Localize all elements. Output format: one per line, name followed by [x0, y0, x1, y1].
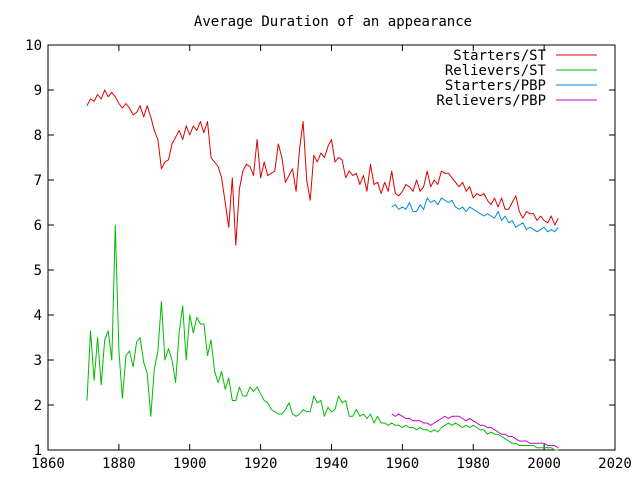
- chart-title: Average Duration of an appearance: [194, 14, 472, 30]
- legend-label-relievers-pbp: Relievers/PBP: [436, 93, 546, 109]
- x-tick-label: 2000: [527, 456, 561, 472]
- y-tick-label: 2: [34, 398, 42, 414]
- y-tick-label: 7: [34, 173, 42, 189]
- x-tick-label: 1980: [456, 456, 490, 472]
- x-tick-label: 1900: [173, 456, 207, 472]
- y-tick-label: 10: [25, 38, 42, 54]
- x-tick-label: 1860: [31, 456, 65, 472]
- legend: Starters/STRelievers/STStarters/PBPRelie…: [436, 48, 597, 109]
- series-line-starters-pbp: [391, 197, 559, 233]
- y-tick-label: 1: [34, 443, 42, 459]
- y-tick-label: 4: [34, 308, 42, 324]
- x-axis: 1860 1880 1900 1920 1940 1960 1980 2000 2020: [31, 45, 632, 472]
- x-tick-label: 1960: [386, 456, 420, 472]
- x-tick-label: 2020: [598, 456, 632, 472]
- y-tick-label: 3: [34, 353, 42, 369]
- legend-label-starters-pbp: Starters/PBP: [445, 78, 546, 94]
- y-axis: 1 2 3 4 5 6 7 8 9 10: [25, 38, 615, 459]
- series-line-starters-st: [86, 89, 559, 246]
- series-line-relievers-pbp: [391, 413, 559, 449]
- series-layer: [86, 89, 559, 451]
- x-tick-label: 1920: [244, 456, 278, 472]
- x-tick-label: 1880: [102, 456, 136, 472]
- legend-label-relievers-st: Relievers/ST: [445, 63, 547, 79]
- y-tick-label: 5: [34, 263, 42, 279]
- legend-label-starters-st: Starters/ST: [453, 48, 546, 64]
- y-tick-label: 6: [34, 218, 42, 234]
- x-tick-label: 1940: [315, 456, 349, 472]
- series-line-relievers-st: [86, 224, 559, 451]
- y-tick-label: 9: [34, 83, 42, 99]
- y-tick-label: 8: [34, 128, 42, 144]
